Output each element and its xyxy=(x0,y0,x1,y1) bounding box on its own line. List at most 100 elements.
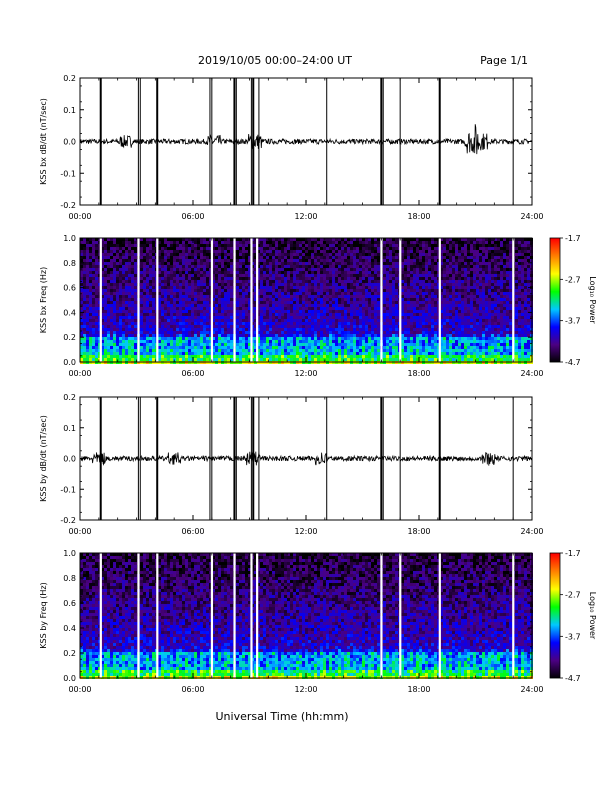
heat-cell xyxy=(422,274,425,277)
heat-cell xyxy=(389,343,392,346)
heat-cell xyxy=(365,268,368,271)
heat-cell xyxy=(212,304,215,307)
heat-cell xyxy=(317,301,320,304)
heat-cell xyxy=(377,337,380,340)
heat-cell xyxy=(314,289,317,292)
heat-cell xyxy=(323,265,326,268)
heat-cell xyxy=(191,331,194,334)
heat-cell xyxy=(110,295,113,298)
heat-cell xyxy=(353,307,356,310)
heat-cell xyxy=(206,358,209,361)
heat-cell xyxy=(173,346,176,349)
heat-cell xyxy=(134,355,137,358)
heat-cell xyxy=(359,322,362,325)
heat-cell xyxy=(173,265,176,268)
heat-cell xyxy=(419,256,422,259)
heat-cell xyxy=(290,304,293,307)
heat-cell xyxy=(299,298,302,301)
heat-cell xyxy=(125,322,128,325)
heat-cell xyxy=(101,238,104,241)
heat-cell xyxy=(122,322,125,325)
heat-cell xyxy=(392,349,395,352)
heat-cell xyxy=(134,289,137,292)
heat-cell xyxy=(344,259,347,262)
heat-cell xyxy=(119,253,122,256)
heat-cell xyxy=(320,316,323,319)
heat-cell xyxy=(161,283,164,286)
heat-cell xyxy=(104,328,107,331)
heat-cell xyxy=(203,241,206,244)
heat-cell xyxy=(248,298,251,301)
heat-cell xyxy=(335,322,338,325)
heat-cell xyxy=(134,307,137,310)
heat-cell xyxy=(116,322,119,325)
heat-cell xyxy=(308,358,311,361)
heat-cell xyxy=(122,268,125,271)
heat-cell xyxy=(302,343,305,346)
heat-cell xyxy=(428,244,431,247)
heat-cell xyxy=(329,277,332,280)
heat-cell xyxy=(347,271,350,274)
heat-cell xyxy=(359,319,362,322)
heat-cell xyxy=(374,334,377,337)
heat-cell xyxy=(308,250,311,253)
heat-cell xyxy=(131,289,134,292)
heat-cell xyxy=(188,298,191,301)
heat-cell xyxy=(101,325,104,328)
heat-cell xyxy=(179,274,182,277)
heat-cell xyxy=(365,271,368,274)
heat-cell xyxy=(413,277,416,280)
heat-cell xyxy=(293,310,296,313)
heat-cell xyxy=(323,283,326,286)
heat-cell xyxy=(245,250,248,253)
heat-cell xyxy=(347,328,350,331)
heat-cell xyxy=(227,331,230,334)
heat-cell xyxy=(407,331,410,334)
heat-cell xyxy=(221,262,224,265)
heat-cell xyxy=(422,256,425,259)
heat-cell xyxy=(179,355,182,358)
heat-cell xyxy=(167,277,170,280)
heat-cell xyxy=(260,307,263,310)
heat-cell xyxy=(299,304,302,307)
heat-cell xyxy=(218,331,221,334)
heat-cell xyxy=(200,340,203,343)
heat-cell xyxy=(140,316,143,319)
heat-cell xyxy=(371,286,374,289)
heat-cell xyxy=(119,274,122,277)
heat-cell xyxy=(203,322,206,325)
heat-cell xyxy=(95,301,98,304)
heat-cell xyxy=(212,301,215,304)
heat-cell xyxy=(404,265,407,268)
heat-cell xyxy=(212,358,215,361)
heat-cell xyxy=(374,355,377,358)
heat-cell xyxy=(314,322,317,325)
heat-cell xyxy=(389,352,392,355)
heat-cell xyxy=(269,340,272,343)
heat-cell xyxy=(284,325,287,328)
heat-cell xyxy=(110,244,113,247)
heat-cell xyxy=(173,343,176,346)
heat-cell xyxy=(284,316,287,319)
heat-cell xyxy=(323,253,326,256)
heat-cell xyxy=(167,283,170,286)
heat-cell xyxy=(422,295,425,298)
heat-cell xyxy=(374,238,377,241)
heat-cell xyxy=(248,340,251,343)
heat-cell xyxy=(224,241,227,244)
heat-cell xyxy=(107,340,110,343)
heat-cell xyxy=(167,250,170,253)
heat-cell xyxy=(185,340,188,343)
heat-cell xyxy=(227,244,230,247)
heat-cell xyxy=(266,256,269,259)
heat-cell xyxy=(356,337,359,340)
heat-cell xyxy=(131,349,134,352)
heat-cell xyxy=(410,271,413,274)
heat-cell xyxy=(230,274,233,277)
heat-cell xyxy=(158,316,161,319)
heat-cell xyxy=(275,262,278,265)
heat-cell xyxy=(404,238,407,241)
heat-cell xyxy=(89,256,92,259)
heat-cell xyxy=(281,352,284,355)
heat-cell xyxy=(203,268,206,271)
